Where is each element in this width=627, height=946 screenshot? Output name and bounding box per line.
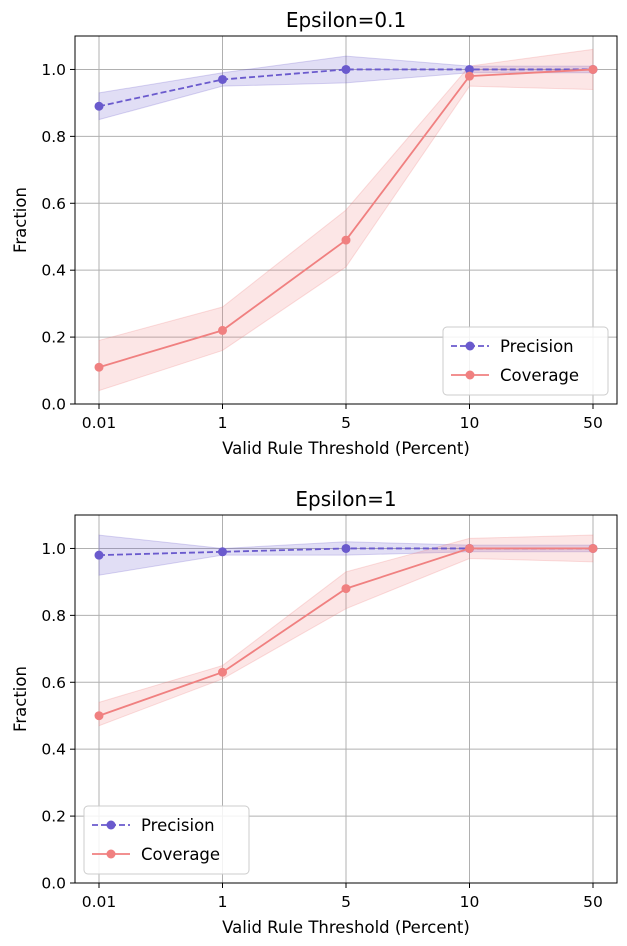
- y-tick-label: 0.4: [41, 741, 66, 759]
- y-tick-label: 0.0: [41, 396, 66, 414]
- x-tick-label: 5: [341, 414, 351, 432]
- legend-box: [83, 805, 250, 875]
- x-tick-label: 1: [218, 893, 228, 911]
- data-point-coverage: [465, 71, 474, 81]
- y-tick-label: 0.6: [41, 195, 66, 213]
- y-tick-label: 0.2: [41, 808, 66, 826]
- chart-title: Epsilon=0.1: [286, 8, 406, 32]
- legend-marker-coverage: [106, 849, 116, 859]
- data-point-coverage: [94, 711, 104, 721]
- chart-panel-2: 0.01 1 5 10 50 0.0 0.2 0.4 0.6 0.8 1.0 Epsilon=1 Val…: [11, 487, 618, 937]
- data-point-precision: [218, 547, 227, 557]
- x-tick-label: 0.01: [82, 893, 117, 911]
- x-axis-label: Valid Rule Threshold (Percent): [222, 439, 470, 458]
- x-tick-label: 10: [460, 893, 480, 911]
- y-tick-label: 0.2: [41, 329, 66, 347]
- data-point-coverage: [588, 64, 598, 74]
- data-point-precision: [465, 64, 474, 74]
- y-tick-label: 0.8: [41, 128, 66, 146]
- data-point-coverage: [341, 235, 351, 245]
- chart-panel-1: 0.01 1 5 10 50 0.0 0.2 0.4 0.6 0.8 1.0 Epsilon=0.1 V…: [11, 8, 618, 458]
- legend: Precision Coverage: [442, 326, 609, 396]
- data-point-precision: [218, 74, 227, 84]
- data-point-coverage: [218, 667, 227, 677]
- data-point-coverage: [218, 325, 227, 335]
- y-tick-label: 1.0: [41, 540, 66, 558]
- x-tick-label: 1: [218, 414, 228, 432]
- data-point-coverage: [341, 584, 351, 594]
- legend: Precision Coverage: [83, 805, 250, 875]
- y-tick-label: 0.6: [41, 674, 66, 692]
- series-line-precision: [98, 68, 593, 108]
- x-tick-label: 5: [341, 893, 351, 911]
- legend-label-precision: Precision: [141, 816, 215, 835]
- data-point-coverage: [94, 362, 104, 372]
- x-tick-label: 50: [583, 414, 603, 432]
- y-tick-label: 1.0: [41, 61, 66, 79]
- data-point-precision: [341, 64, 351, 74]
- band-coverage: [98, 48, 594, 392]
- band-coverage: [98, 534, 594, 727]
- legend-label-precision: Precision: [500, 337, 574, 356]
- data-point-precision: [94, 101, 104, 111]
- legend-label-coverage: Coverage: [500, 366, 579, 385]
- chart-title: Epsilon=1: [295, 487, 396, 511]
- x-tick-label: 0.01: [82, 414, 117, 432]
- y-tick-label: 0.8: [41, 607, 66, 625]
- x-axis-label: Valid Rule Threshold (Percent): [222, 918, 470, 937]
- x-tick-label: 10: [460, 414, 480, 432]
- legend-label-coverage: Coverage: [141, 845, 220, 864]
- y-tick-label: 0.0: [41, 875, 66, 893]
- legend-marker-precision: [465, 341, 475, 351]
- legend-box: [442, 326, 609, 396]
- data-point-coverage: [465, 543, 474, 553]
- y-axis-label: Fraction: [11, 666, 30, 732]
- x-tick-label: 50: [583, 893, 603, 911]
- legend-marker-coverage: [465, 370, 475, 380]
- data-point-coverage: [588, 543, 598, 553]
- data-point-precision: [94, 550, 104, 560]
- legend-marker-precision: [106, 820, 116, 830]
- data-point-precision: [341, 543, 351, 553]
- y-axis-label: Fraction: [11, 187, 30, 253]
- y-tick-label: 0.4: [41, 262, 66, 280]
